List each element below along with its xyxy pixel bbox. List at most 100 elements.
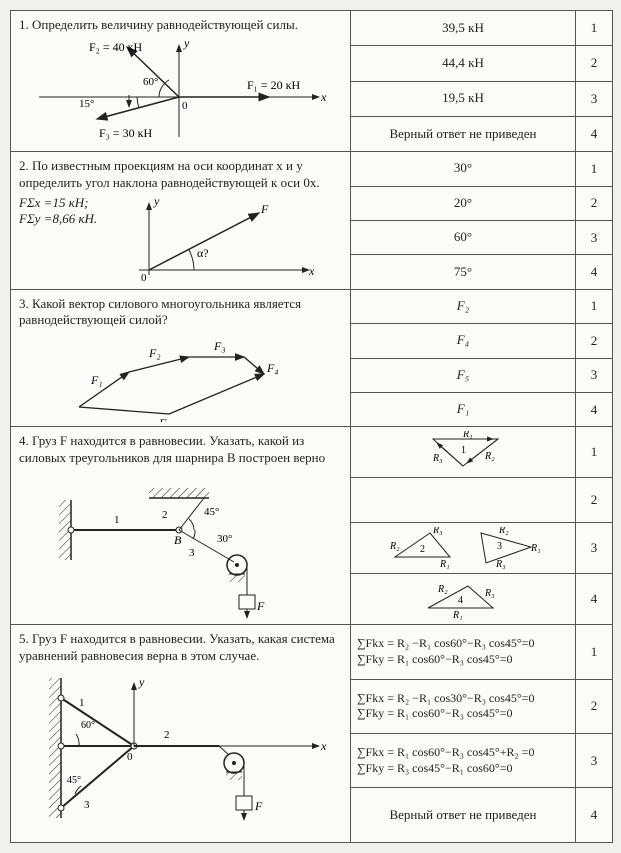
q2-answers: 30°1 20°2 60°3 75°4 bbox=[351, 152, 612, 289]
q5-answers: ∑Fkx = R₂ −R₁ cos60°−R₃ cos45°=0 ∑Fky = … bbox=[351, 625, 612, 842]
row-q1: 1. Определить величину равнодействующей … bbox=[11, 11, 612, 152]
q2-cell: 2. По известным проекциям на оси координ… bbox=[11, 152, 351, 289]
row-q4: 4. Груз F находится в равновесии. Указат… bbox=[11, 427, 612, 625]
q3-opt2: F₄ bbox=[351, 324, 576, 357]
q4-answers: 1 R₁ R₂ R₃ 1 2 2 R₂ bbox=[351, 427, 612, 624]
q1-60: 60° bbox=[143, 76, 158, 88]
q2-opt3: 60° bbox=[351, 221, 576, 254]
svg-text:R₁: R₁ bbox=[462, 431, 473, 440]
q3-F3: F₃ bbox=[213, 339, 226, 353]
row-q5: 5. Груз F находится в равновесии. Указат… bbox=[11, 625, 612, 842]
svg-text:R₃: R₃ bbox=[432, 453, 443, 464]
q5-F: F bbox=[254, 799, 263, 813]
q2-diagram: x y 0 F α? bbox=[119, 195, 319, 285]
q1-diagram: x y 0 F₁ = 20 кН F₂ = 40 кН 60° F₃ = 30 … bbox=[19, 37, 339, 147]
q4-n1: 1 bbox=[114, 514, 120, 526]
q5-opt2: ∑Fkx = R₂ −R₁ cos30°−R₃ cos45°=0 ∑Fky = … bbox=[351, 680, 576, 733]
svg-text:R₂: R₂ bbox=[484, 451, 495, 462]
q3-F1: F₁ bbox=[90, 373, 103, 387]
q2-y: y bbox=[153, 195, 160, 208]
svg-text:1: 1 bbox=[461, 445, 466, 456]
q1-prompt: 1. Определить величину равнодействующей … bbox=[19, 17, 342, 33]
q5-opt1: ∑Fkx = R₂ −R₁ cos60°−R₃ cos45°=0 ∑Fky = … bbox=[351, 625, 576, 678]
q3-prompt: 3. Какой вектор силового многоугольника … bbox=[19, 296, 342, 329]
svg-text:R₂: R₂ bbox=[389, 541, 400, 552]
q1-F3: F₃ = 30 кН bbox=[99, 126, 152, 140]
row-q2: 2. По известным проекциям на оси координ… bbox=[11, 152, 612, 290]
q5-n1: 1 bbox=[79, 697, 85, 709]
q2-opt1: 30° bbox=[351, 152, 576, 185]
q4-n2: 2 bbox=[162, 509, 168, 521]
q2-opt4: 75° bbox=[351, 255, 576, 288]
q5-cell: 5. Груз F находится в равновесии. Указат… bbox=[11, 625, 351, 842]
q2-prompt: 2. По известным проекциям на оси координ… bbox=[19, 158, 342, 191]
q5-diagram: 1 2 3 60° 45° x y 0 bbox=[19, 668, 339, 838]
svg-text:R₁: R₁ bbox=[530, 543, 541, 554]
q3-opt1: F₂ bbox=[351, 290, 576, 323]
q4-opt1: 1 R₁ R₂ R₃ bbox=[351, 427, 576, 477]
svg-text:4: 4 bbox=[458, 595, 463, 606]
q2-F: F bbox=[260, 202, 269, 216]
q5-45: 45° bbox=[67, 775, 81, 786]
q1-n1: 1 bbox=[576, 11, 612, 45]
q4-opt3: 2 R₂ R₃ R₁ 3 R₂ R₁ R₃ bbox=[351, 523, 576, 573]
svg-text:R₃: R₃ bbox=[432, 527, 443, 536]
q4-prompt: 4. Груз F находится в равновесии. Указат… bbox=[19, 433, 342, 466]
q2-opt2: 20° bbox=[351, 187, 576, 220]
q3-opt4: F₁ bbox=[351, 393, 576, 426]
q1-opt4: Верный ответ не приведен bbox=[351, 117, 576, 151]
q4-F: F bbox=[256, 599, 265, 613]
svg-text:R₂: R₂ bbox=[498, 527, 509, 536]
q1-n4: 4 bbox=[576, 117, 612, 151]
svg-text:R₃: R₃ bbox=[495, 559, 506, 569]
q4-cell: 4. Груз F находится в равновесии. Указат… bbox=[11, 427, 351, 624]
q1-opt2: 44,4 кН bbox=[351, 46, 576, 80]
q4-diagram: 1 2 45° 3 30° F B bbox=[19, 470, 339, 620]
q5-x: x bbox=[320, 739, 327, 753]
q4-n3: 3 bbox=[189, 547, 195, 559]
q4-opt2 bbox=[351, 478, 576, 522]
svg-text:3: 3 bbox=[497, 541, 502, 552]
q5-opt4: Верный ответ не приведен bbox=[351, 788, 576, 841]
q3-cell: 3. Какой вектор силового многоугольника … bbox=[11, 290, 351, 427]
q5-n3: 3 bbox=[84, 799, 90, 811]
q1-origin: 0 bbox=[182, 100, 188, 112]
q2-alpha: α? bbox=[197, 246, 209, 260]
q5-y: y bbox=[138, 675, 145, 689]
q3-F5: F₅ bbox=[158, 416, 171, 422]
q1-answers: 39,5 кН1 44,4 кН2 19,5 кН3 Верный ответ … bbox=[351, 11, 612, 151]
q2-o: 0 bbox=[141, 272, 147, 284]
q4-45: 45° bbox=[204, 506, 219, 518]
q3-opt3: F₅ bbox=[351, 359, 576, 392]
q1-n2: 2 bbox=[576, 46, 612, 80]
q5-prompt: 5. Груз F находится в равновесии. Указат… bbox=[19, 631, 342, 664]
q1-n3: 3 bbox=[576, 82, 612, 116]
svg-text:R₂: R₂ bbox=[437, 584, 448, 595]
q1-opt1: 39,5 кН bbox=[351, 11, 576, 45]
q3-F2: F₂ bbox=[148, 346, 161, 360]
q3-F4: F₄ bbox=[266, 361, 279, 375]
q1-opt3: 19,5 кН bbox=[351, 82, 576, 116]
q1-cell: 1. Определить величину равнодействующей … bbox=[11, 11, 351, 151]
q2-x: x bbox=[308, 264, 315, 278]
svg-text:R₁: R₁ bbox=[452, 610, 463, 620]
q1-15: 15° bbox=[79, 98, 94, 110]
q4-30: 30° bbox=[217, 533, 232, 545]
q1-y: y bbox=[183, 37, 190, 50]
q4-B: B bbox=[174, 533, 182, 547]
q3-answers: F₂1 F₄2 F₅3 F₁4 bbox=[351, 290, 612, 427]
q5-o: 0 bbox=[127, 751, 133, 763]
svg-text:R₃: R₃ bbox=[484, 588, 495, 599]
svg-text:2: 2 bbox=[420, 544, 425, 555]
q5-n2: 2 bbox=[164, 729, 170, 741]
row-q3: 3. Какой вектор силового многоугольника … bbox=[11, 290, 612, 428]
q4-opt4: 4 R₂ R₃ R₁ bbox=[351, 574, 576, 624]
q5-opt3: ∑Fkx = R₁ cos60°−R₃ cos45°+R₂ =0 ∑Fky = … bbox=[351, 734, 576, 787]
q2-Fy: FΣy =8,66 кН. bbox=[19, 211, 119, 227]
worksheet: 1. Определить величину равнодействующей … bbox=[10, 10, 613, 843]
q1-F2: F₂ = 40 кН bbox=[89, 40, 142, 54]
q1-F1: F₁ = 20 кН bbox=[247, 78, 300, 92]
q5-60: 60° bbox=[81, 720, 95, 731]
q3-diagram: F₁ F₂ F₃ F₄ F₅ bbox=[19, 332, 319, 422]
q1-x: x bbox=[320, 90, 327, 104]
